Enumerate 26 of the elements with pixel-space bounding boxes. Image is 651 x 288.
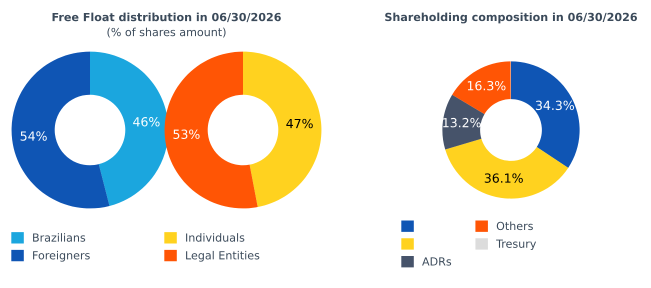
donut-slice	[12, 52, 110, 208]
data-label: 34.3%	[536, 100, 574, 110]
chart-title: Free Float distribution in 06/30/2026	[52, 12, 281, 22]
chart-title: Shareholding composition in 06/30/2026	[385, 12, 637, 24]
data-label: 16.3%	[468, 80, 506, 90]
legend-label: Tresury	[496, 240, 536, 250]
legend-label: Legal Entities	[186, 250, 260, 262]
legend-label: ADRs	[422, 257, 452, 266]
data-label: 36.1%	[484, 173, 523, 183]
data-label: 46%	[133, 117, 160, 126]
data-label: 53%	[173, 130, 200, 139]
legend-label: Others	[496, 222, 533, 230]
donut-slice	[511, 61, 580, 168]
legend-label: Brazilians	[33, 233, 86, 242]
donut-slice	[445, 138, 568, 199]
data-label: 13.2%	[443, 118, 481, 128]
donut-slice	[90, 52, 168, 206]
chart-subtitle: (% of shares amount)	[107, 28, 226, 38]
donut-slice	[452, 61, 511, 114]
legend-label: Individuals	[186, 233, 244, 242]
donut-slice	[164, 52, 258, 208]
legend-label: Foreigners	[33, 250, 90, 262]
donut-slice	[442, 94, 485, 150]
data-label: 47%	[286, 118, 313, 128]
data-label: 54%	[20, 131, 47, 141]
donut-slice	[243, 52, 322, 208]
